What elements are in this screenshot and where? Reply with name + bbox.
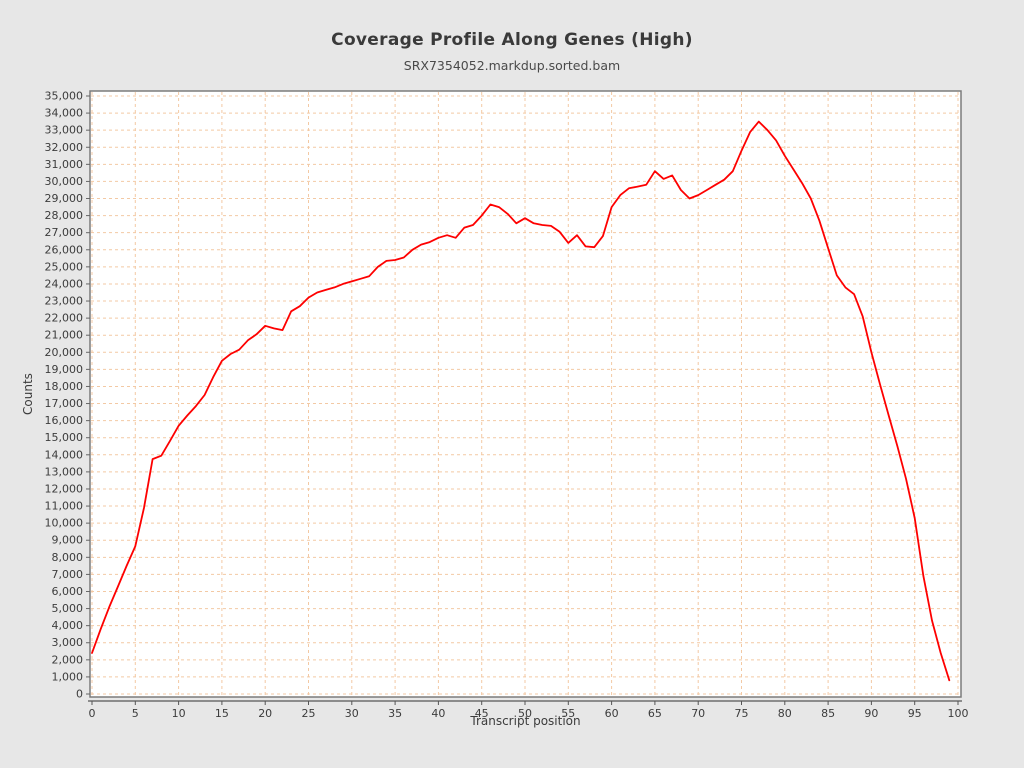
y-tick-label: 12,000 — [45, 482, 84, 495]
x-tick-label: 35 — [388, 707, 402, 720]
x-tick-label: 10 — [172, 707, 186, 720]
y-tick-label: 32,000 — [45, 141, 84, 154]
y-tick-label: 11,000 — [45, 500, 84, 513]
x-tick-label: 55 — [561, 707, 575, 720]
x-tick-label: 75 — [735, 707, 749, 720]
y-tick-label: 14,000 — [45, 448, 84, 461]
x-axis-title: Transcript position — [469, 714, 580, 728]
y-tick-label: 28,000 — [45, 209, 84, 222]
y-tick-label: 25,000 — [45, 260, 84, 273]
x-tick-label: 30 — [345, 707, 359, 720]
x-tick-label: 70 — [691, 707, 705, 720]
x-tick-label: 25 — [302, 707, 316, 720]
y-tick-label: 8,000 — [52, 551, 84, 564]
y-tick-label: 27,000 — [45, 226, 84, 239]
x-tick-label: 45 — [475, 707, 489, 720]
x-tick-label: 95 — [908, 707, 922, 720]
y-tick-label: 2,000 — [52, 653, 84, 666]
y-tick-label: 26,000 — [45, 243, 84, 256]
x-tick-label: 15 — [215, 707, 229, 720]
x-tick-label: 0 — [89, 707, 96, 720]
y-tick-label: 7,000 — [52, 568, 84, 581]
x-tick-label: 90 — [864, 707, 878, 720]
y-tick-label: 15,000 — [45, 431, 84, 444]
y-tick-label: 33,000 — [45, 124, 84, 137]
y-tick-label: 34,000 — [45, 107, 84, 120]
chart-title: Coverage Profile Along Genes (High) — [331, 30, 693, 50]
y-tick-label: 24,000 — [45, 277, 84, 290]
y-tick-label: 18,000 — [45, 380, 84, 393]
y-tick-label: 4,000 — [52, 619, 84, 632]
y-tick-label: 31,000 — [45, 158, 84, 171]
x-axis: 0 5 10 15 20 25 30 35 40 45 50 55 60 65 70 75 80 85 90 95 10… — [88, 700, 969, 720]
y-tick-label: 19,000 — [45, 363, 84, 376]
y-tick-label: 3,000 — [52, 636, 84, 649]
y-tick-label: 10,000 — [45, 517, 84, 530]
y-tick-label: 13,000 — [45, 465, 84, 478]
y-tick-label: 30,000 — [45, 175, 84, 188]
x-tick-label: 5 — [132, 707, 139, 720]
y-tick-label: 9,000 — [52, 534, 84, 547]
x-tick-label: 80 — [778, 707, 792, 720]
y-tick-label: 29,000 — [45, 192, 84, 205]
y-tick-label: 16,000 — [45, 414, 84, 427]
x-tick-label: 65 — [648, 707, 662, 720]
coverage-line — [91, 120, 951, 682]
gridlines — [91, 92, 960, 696]
x-tick-label: 60 — [605, 707, 619, 720]
y-axis-title: Counts — [21, 373, 35, 415]
y-axis: 0 1,000 2,000 3,000 4,000 5,000 6,000 7,000 8,00… — [45, 90, 90, 701]
chart-subtitle: SRX7354052.markdup.sorted.bam — [403, 58, 621, 73]
x-tick-label: 20 — [258, 707, 272, 720]
x-tick-label: 40 — [431, 707, 445, 720]
x-tick-label: 100 — [948, 707, 969, 720]
y-tick-label: 21,000 — [45, 329, 84, 342]
x-tick-label: 85 — [821, 707, 835, 720]
y-tick-label: 1,000 — [52, 670, 84, 683]
y-tick-label: 23,000 — [45, 295, 84, 308]
y-tick-label: 0 — [76, 688, 83, 701]
y-tick-label: 35,000 — [45, 90, 84, 103]
plot-frame — [89, 90, 962, 698]
y-tick-label: 20,000 — [45, 346, 84, 359]
y-tick-label: 17,000 — [45, 397, 84, 410]
x-tick-label: 50 — [518, 707, 532, 720]
y-tick-label: 6,000 — [52, 585, 84, 598]
y-tick-label: 5,000 — [52, 602, 84, 615]
y-tick-label: 22,000 — [45, 312, 84, 325]
